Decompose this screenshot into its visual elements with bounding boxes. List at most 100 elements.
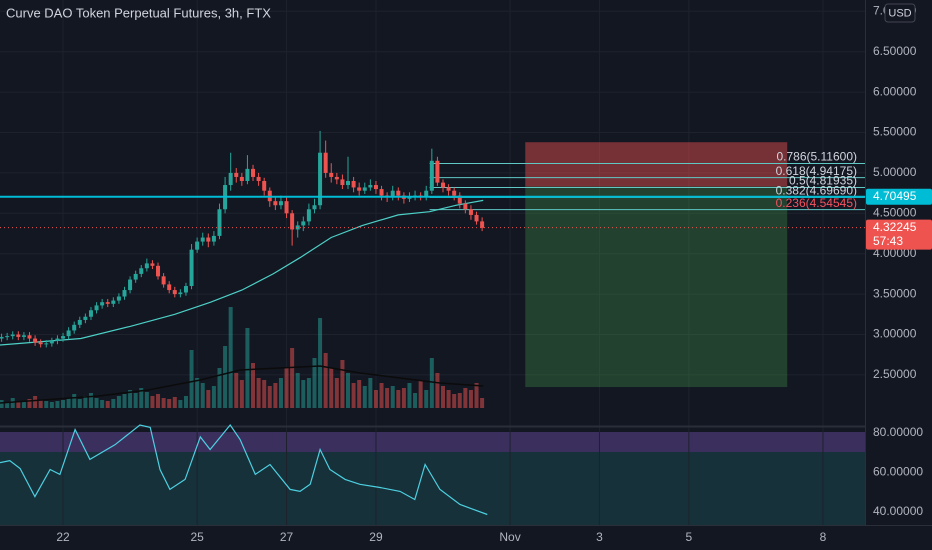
y-tick-label: 6.00000 — [873, 84, 917, 98]
candle-body — [480, 221, 485, 228]
volume-bar — [290, 348, 295, 408]
candle-body — [373, 185, 378, 190]
volume-bar — [21, 402, 26, 408]
candle-body — [156, 265, 161, 277]
candle-body — [474, 214, 479, 222]
volume-bar — [262, 380, 267, 408]
candle-body — [468, 209, 473, 215]
candle-body — [55, 338, 60, 341]
candle-body — [49, 340, 54, 344]
volume-bar — [323, 353, 328, 408]
candle-body — [340, 179, 345, 186]
volume-bar — [128, 390, 133, 408]
candle-body — [111, 300, 116, 304]
volume-bar — [245, 328, 250, 408]
volume-bar — [111, 399, 116, 408]
volume-bar — [435, 373, 440, 408]
volume-bar — [401, 388, 406, 408]
volume-bar — [195, 378, 200, 408]
volume-bar — [312, 358, 317, 408]
candle-body — [446, 187, 451, 191]
candle-body — [245, 168, 250, 181]
candle-body — [72, 324, 77, 331]
candle-body — [228, 172, 233, 186]
volume-bar — [424, 390, 429, 408]
volume-bar — [468, 390, 473, 408]
candle-body — [357, 187, 362, 191]
volume-bar — [396, 390, 401, 408]
candle-body — [128, 279, 133, 291]
candle-body — [16, 334, 21, 337]
volume-bar — [178, 400, 183, 408]
volume-bar — [357, 380, 362, 408]
x-tick-label: 25 — [190, 530, 204, 544]
volume-bar — [441, 386, 446, 408]
currency-badge — [884, 3, 916, 23]
x-tick-label: 8 — [820, 530, 827, 544]
volume-bar — [55, 401, 60, 408]
x-tick-label: 27 — [280, 530, 294, 544]
candle-body — [83, 316, 88, 320]
volume-bar — [480, 398, 485, 408]
candle-body — [306, 209, 311, 222]
candle-body — [452, 190, 457, 196]
candle-body — [211, 235, 216, 242]
x-tick-label: 22 — [56, 530, 70, 544]
volume-bar — [44, 401, 49, 408]
y-tick-label: 5.00000 — [873, 165, 917, 179]
x-tick-label: 5 — [686, 530, 693, 544]
currency-label: USD — [888, 7, 911, 19]
x-tick-label: 29 — [369, 530, 383, 544]
volume-bar — [306, 378, 311, 408]
price-badge — [866, 188, 932, 205]
candle-body — [27, 335, 32, 339]
candle-body — [122, 290, 127, 297]
rsi-tick-label: 60.00000 — [873, 465, 923, 479]
candle-body — [61, 336, 66, 339]
candle-body — [10, 334, 15, 337]
rsi-tick-label: 40.00000 — [873, 504, 923, 518]
candle-body — [144, 263, 149, 269]
candle-body — [150, 263, 155, 266]
volume-bar — [452, 394, 457, 408]
fib-label: 0.618(4.94175) — [776, 164, 857, 178]
volume-bar — [284, 368, 289, 408]
volume-bar — [77, 399, 82, 408]
volume-bar — [105, 401, 110, 408]
candle-body — [251, 168, 256, 177]
candle-body — [100, 302, 105, 306]
candle-body — [167, 284, 172, 291]
candle-body — [44, 343, 49, 345]
candle-body — [239, 176, 244, 181]
candle-body — [368, 185, 373, 188]
volume-bar — [66, 398, 71, 408]
volume-bar — [0, 400, 4, 408]
volume-bar — [446, 390, 451, 408]
candle-body — [441, 182, 446, 188]
volume-bar — [156, 394, 161, 408]
candle-body — [323, 152, 328, 173]
candle-body — [116, 296, 121, 301]
candle-body — [390, 190, 395, 198]
volume-bar — [295, 373, 300, 408]
candle-body — [195, 241, 200, 250]
candle-body — [178, 292, 183, 295]
candle-body — [66, 330, 71, 337]
volume-bar — [346, 373, 351, 408]
volume-bar — [33, 396, 38, 408]
candle-body — [407, 197, 412, 199]
volume-bar — [49, 402, 54, 408]
candle-body — [329, 172, 334, 177]
volume-bar — [172, 397, 177, 408]
volume-bar — [351, 383, 356, 408]
volume-bar — [217, 368, 222, 408]
volume-bar — [329, 368, 334, 408]
volume-bar — [390, 386, 395, 408]
candle-body — [334, 176, 339, 180]
candle-body — [0, 336, 4, 339]
volume-bar — [61, 400, 66, 408]
volume-bar — [413, 393, 418, 408]
candle-body — [5, 336, 10, 338]
